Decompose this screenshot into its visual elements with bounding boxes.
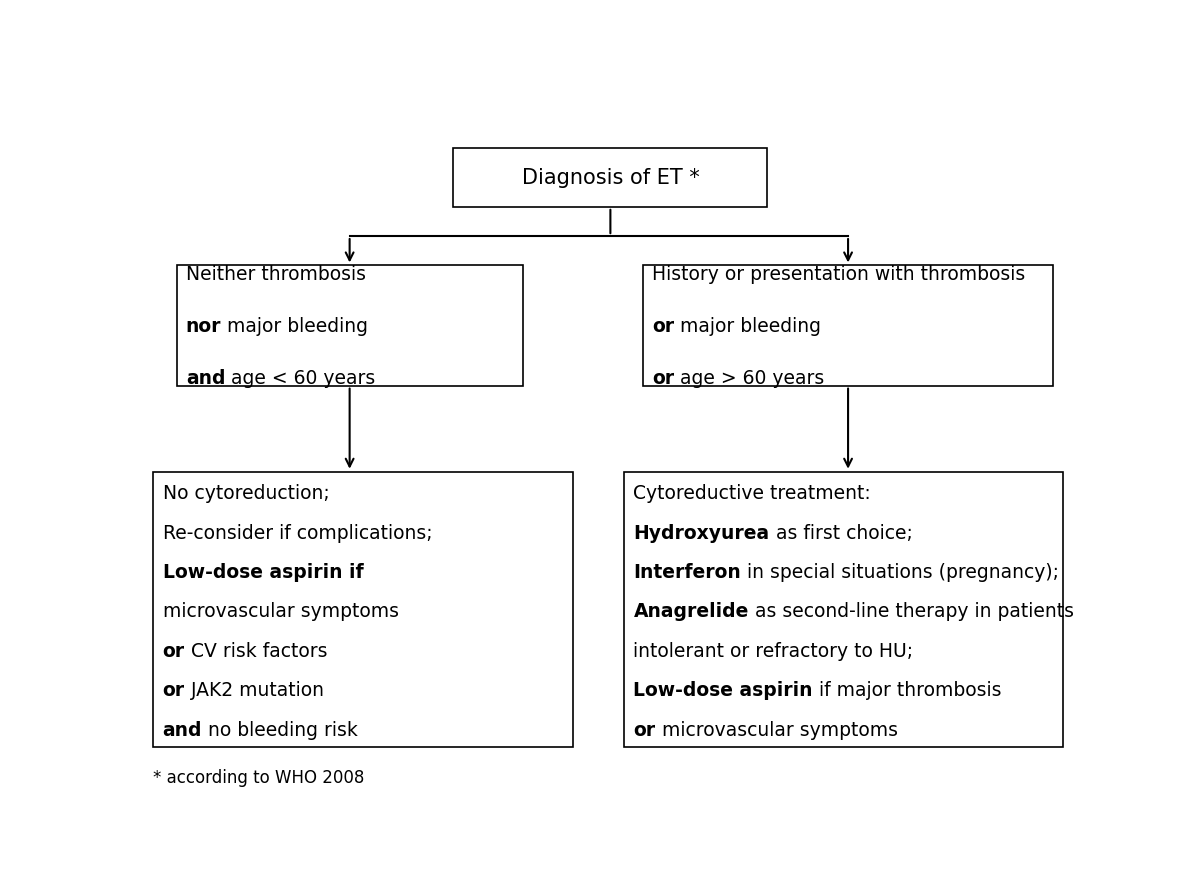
Text: or: or — [651, 369, 674, 388]
Text: Cytoreductive treatment:: Cytoreductive treatment: — [634, 484, 871, 503]
FancyBboxPatch shape — [643, 265, 1053, 386]
Text: * according to WHO 2008: * according to WHO 2008 — [154, 769, 364, 787]
Text: or: or — [634, 721, 655, 739]
Text: Interferon: Interferon — [634, 563, 741, 582]
Text: No cytoreduction;: No cytoreduction; — [163, 484, 330, 503]
Text: as first choice;: as first choice; — [769, 523, 912, 543]
Text: intolerant or refractory to HU;: intolerant or refractory to HU; — [634, 642, 913, 661]
Text: major bleeding: major bleeding — [674, 317, 821, 336]
Text: Neither thrombosis: Neither thrombosis — [186, 265, 366, 285]
Text: age > 60 years: age > 60 years — [674, 369, 824, 388]
Text: microvascular symptoms: microvascular symptoms — [655, 721, 898, 739]
Text: no bleeding risk: no bleeding risk — [202, 721, 358, 739]
FancyBboxPatch shape — [454, 148, 767, 207]
FancyBboxPatch shape — [176, 265, 523, 386]
Text: Hydroxyurea: Hydroxyurea — [634, 523, 769, 543]
FancyBboxPatch shape — [154, 472, 574, 747]
Text: and: and — [186, 369, 225, 388]
Text: microvascular symptoms: microvascular symptoms — [163, 603, 399, 622]
Text: History or presentation with thrombosis: History or presentation with thrombosis — [651, 265, 1025, 285]
Text: or: or — [651, 317, 674, 336]
Text: in special situations (pregnancy);: in special situations (pregnancy); — [741, 563, 1059, 582]
Text: or: or — [163, 681, 185, 700]
Text: major bleeding: major bleeding — [222, 317, 368, 336]
Text: and: and — [163, 721, 202, 739]
Text: as second-line therapy in patients: as second-line therapy in patients — [749, 603, 1074, 622]
Text: age < 60 years: age < 60 years — [225, 369, 375, 388]
Text: Anagrelide: Anagrelide — [634, 603, 749, 622]
Text: if major thrombosis: if major thrombosis — [813, 681, 1002, 700]
Text: Low-dose aspirin: Low-dose aspirin — [634, 681, 813, 700]
Text: Low-dose aspirin if: Low-dose aspirin if — [163, 563, 363, 582]
FancyBboxPatch shape — [624, 472, 1062, 747]
Text: Diagnosis of ET *: Diagnosis of ET * — [522, 168, 699, 188]
Text: Re-consider if complications;: Re-consider if complications; — [163, 523, 432, 543]
Text: CV risk factors: CV risk factors — [185, 642, 328, 661]
Text: or: or — [163, 642, 185, 661]
Text: JAK2 mutation: JAK2 mutation — [185, 681, 324, 700]
Text: nor: nor — [186, 317, 222, 336]
